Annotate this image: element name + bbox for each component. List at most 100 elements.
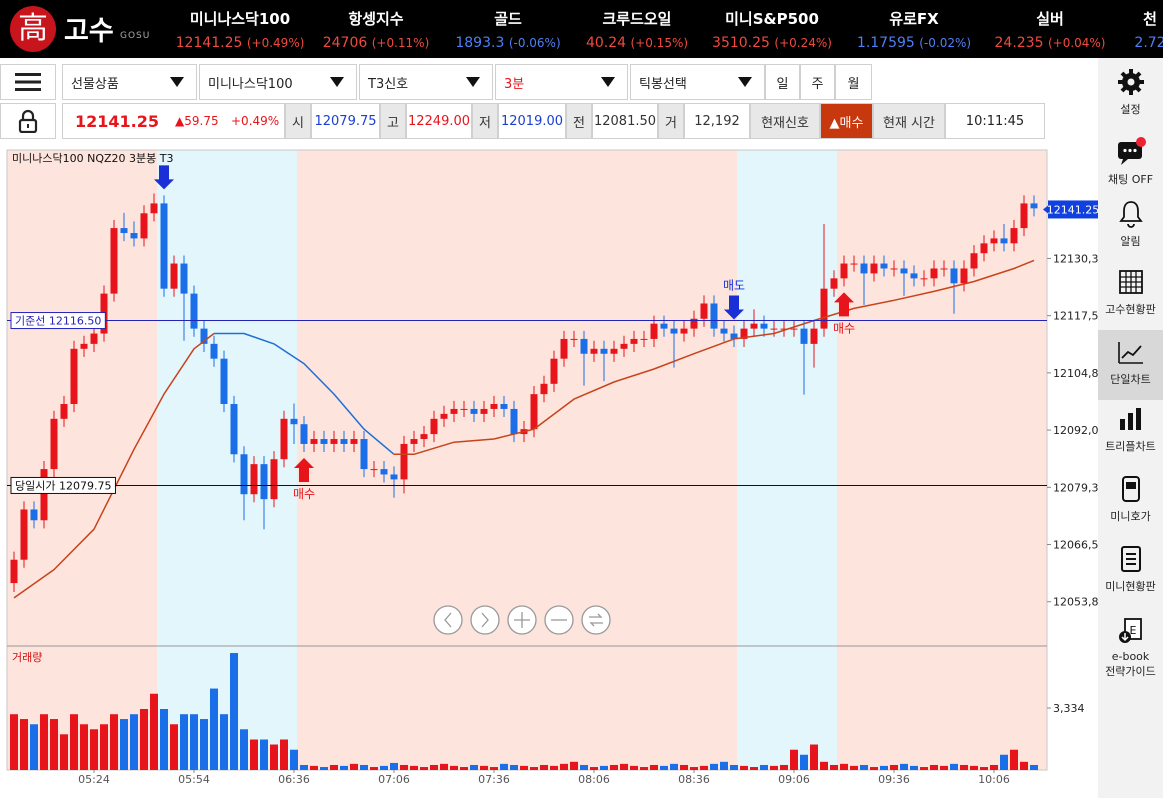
volume-bar bbox=[250, 739, 258, 770]
candle-body bbox=[550, 358, 558, 384]
ticker-change: (-0.06%) bbox=[508, 36, 561, 50]
nav-next[interactable] bbox=[470, 605, 500, 635]
candle-body bbox=[460, 408, 468, 410]
volume-bar bbox=[180, 714, 188, 770]
field-value: 12081.50 bbox=[592, 103, 658, 139]
zoom-in[interactable] bbox=[507, 605, 537, 635]
candle-body bbox=[90, 333, 98, 344]
price-change: ▲59.75 bbox=[175, 114, 219, 128]
volume-bar bbox=[710, 763, 718, 770]
y-tick-label: 12079,34 bbox=[1053, 481, 1098, 494]
candle-body bbox=[600, 348, 608, 354]
candle-body bbox=[390, 474, 398, 480]
logo-text: 고수 bbox=[64, 16, 114, 47]
ticker-change: (+0.24%) bbox=[774, 36, 832, 50]
ticker-name: 골드 bbox=[494, 10, 522, 28]
volume-bar bbox=[490, 767, 498, 770]
ticker-change: (+0.04%) bbox=[1047, 36, 1106, 50]
candle-body bbox=[20, 509, 28, 560]
volume-bar bbox=[60, 734, 68, 770]
period-button[interactable]: 일 bbox=[765, 64, 800, 100]
candle-body bbox=[310, 439, 318, 444]
candle-body bbox=[130, 233, 138, 239]
zoom-out[interactable] bbox=[544, 605, 574, 635]
dropdown[interactable]: 미니나스닥100 bbox=[199, 64, 357, 100]
sidebar-item[interactable]: 단일차트 bbox=[1098, 336, 1163, 387]
dropdown[interactable]: 3분 bbox=[495, 64, 628, 100]
period-button[interactable]: 월 bbox=[835, 64, 872, 100]
volume-bar bbox=[150, 693, 158, 770]
menu-button[interactable] bbox=[0, 64, 56, 100]
sidebar-item[interactable]: 설정 bbox=[1098, 66, 1163, 117]
volume-bar bbox=[700, 765, 708, 770]
volume-bar bbox=[240, 729, 248, 770]
field-value: 12249.00 bbox=[406, 103, 472, 139]
ticker-quote: 40.24 (+0.15%) bbox=[586, 35, 688, 51]
candle-body bbox=[190, 293, 198, 329]
dropdown[interactable]: 틱봉선택 bbox=[630, 64, 765, 100]
sidebar-item[interactable]: 채팅 OFF bbox=[1098, 136, 1163, 187]
svg-text:E: E bbox=[1129, 624, 1136, 637]
candle-body bbox=[750, 323, 758, 329]
lock-icon bbox=[18, 109, 38, 133]
candle-body bbox=[450, 408, 458, 414]
dropdown[interactable]: T3신호 bbox=[359, 64, 493, 100]
sidebar-item[interactable]: 미니호가 bbox=[1098, 473, 1163, 524]
refresh[interactable] bbox=[581, 605, 611, 635]
volume-bar bbox=[950, 763, 958, 770]
reference-label: 당일시가 12079.75 bbox=[15, 478, 111, 492]
candle-body bbox=[360, 439, 368, 470]
ticker-name: 크루드오일 bbox=[602, 10, 672, 28]
dropdown[interactable]: 선물상품 bbox=[62, 64, 197, 100]
sidebar-item[interactable]: 알림 bbox=[1098, 198, 1163, 249]
candle-body bbox=[970, 253, 978, 269]
candle-body bbox=[1000, 238, 1008, 244]
signal-arrow bbox=[154, 165, 174, 190]
ticker: 미니S&P500 3510.25 (+0.24%) bbox=[712, 8, 832, 51]
volume-bar bbox=[920, 767, 928, 770]
candle-body bbox=[300, 424, 308, 444]
candle-body bbox=[840, 263, 848, 279]
candle-body bbox=[900, 268, 908, 274]
y-tick-label: 12130,34 bbox=[1053, 252, 1098, 265]
nav-prev[interactable] bbox=[433, 605, 463, 635]
volume-bar bbox=[230, 653, 238, 770]
candle-body bbox=[980, 243, 988, 254]
candle-body bbox=[930, 268, 938, 279]
volume-bar bbox=[750, 767, 758, 770]
sidebar-item[interactable]: 미니현황판 bbox=[1098, 543, 1163, 594]
selected-highlight bbox=[1098, 330, 1163, 400]
candle-body bbox=[140, 213, 148, 239]
candle-body bbox=[580, 338, 588, 354]
candle-body bbox=[110, 228, 118, 294]
reference-tag-box bbox=[10, 312, 106, 330]
ticker-quote: 12141.25 (+0.49%) bbox=[176, 35, 305, 51]
volume-bar bbox=[790, 749, 798, 770]
ticker: 천 2.72 bbox=[1134, 8, 1163, 51]
volume-bar bbox=[200, 719, 208, 770]
sidebar-item[interactable]: 트리플차트 bbox=[1098, 403, 1163, 454]
sidebar-label: 채팅 OFF bbox=[1107, 173, 1154, 186]
volume-bar bbox=[600, 765, 608, 770]
x-tick-label: 05:24 bbox=[78, 773, 110, 786]
candle-body bbox=[290, 418, 298, 425]
volume-bar bbox=[330, 764, 338, 770]
field-label: 시 bbox=[285, 103, 311, 139]
lock-button[interactable] bbox=[0, 103, 56, 139]
dropdown-arrow bbox=[466, 77, 480, 87]
ticker: 항셍지수 24706 (+0.11%) bbox=[323, 8, 430, 51]
ticker-quote: 24706 (+0.11%) bbox=[323, 35, 430, 51]
volume-bar bbox=[440, 763, 448, 770]
price-box: 12141.25 ▲59.75 +0.49% bbox=[62, 103, 285, 139]
volume-bar bbox=[310, 765, 318, 770]
sidebar-item[interactable]: 고수현황판 bbox=[1098, 266, 1163, 317]
period-button[interactable]: 주 bbox=[800, 64, 835, 100]
sidebar-label: 고수현황판 bbox=[1105, 303, 1156, 316]
x-tick-label: 06:36 bbox=[278, 773, 310, 786]
volume-bar bbox=[360, 764, 368, 770]
sidebar-icon bbox=[1117, 69, 1144, 95]
volume-bar bbox=[860, 764, 868, 770]
volume-bar bbox=[880, 765, 888, 770]
